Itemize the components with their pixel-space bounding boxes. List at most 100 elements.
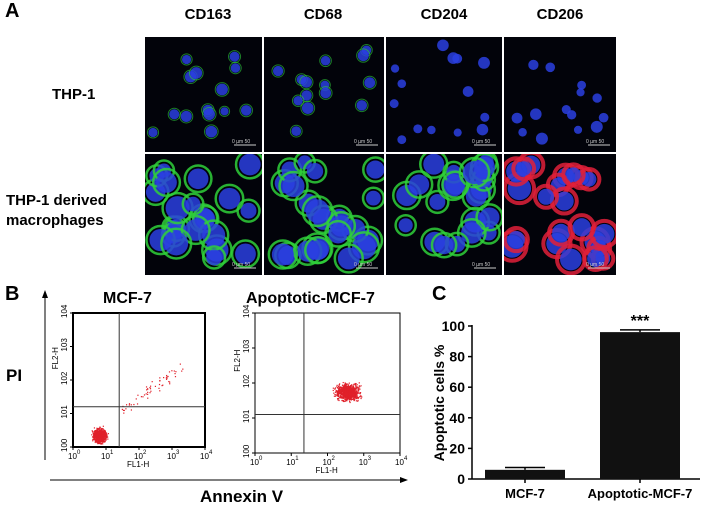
data-point [165,378,168,380]
data-point [104,431,106,433]
data-point [344,393,347,395]
data-point [344,395,347,397]
data-point [350,385,352,388]
data-point [105,439,107,441]
data-point [98,442,101,445]
nucleus [437,39,449,52]
data-point [98,429,100,431]
data-point [94,437,96,439]
data-point [353,383,355,385]
data-point [337,391,339,393]
marker-stain [362,156,384,183]
data-point [348,386,350,388]
y-tick-label: 103 [60,338,69,352]
x-tick-exponent: 4 [209,450,213,456]
data-point [103,437,105,440]
data-point [349,395,351,397]
nucleus [397,135,407,145]
pi-axis-label: PI [6,366,23,385]
nucleus [476,123,489,136]
data-point [334,388,336,390]
data-point [105,438,107,440]
marker-stain [561,162,586,187]
data-point [355,387,358,389]
data-point [167,375,169,378]
data-point [345,384,347,386]
annexin-axis-label: Annexin V [200,487,284,506]
data-point [347,386,349,388]
data-point [355,388,357,390]
y-tick-label: 101 [60,405,69,419]
y-axis-label: FL2-H [51,347,60,369]
data-point [99,427,101,429]
marker-stain [458,156,491,189]
marker-stain [425,189,450,215]
data-point [100,429,102,432]
marker-stain [333,243,364,274]
data-point [344,387,346,389]
nucleus [364,77,376,89]
data-point [349,397,351,399]
data-point [354,388,356,391]
nucleus [389,99,399,109]
marker-stain [202,107,217,122]
y-tick-label: 100 [442,318,466,334]
data-point [94,439,96,441]
x-tick-label: 10 [286,458,295,467]
data-point [102,430,104,432]
data-point [360,385,362,387]
data-point [166,376,168,378]
data-point [102,428,104,431]
data-point [98,442,100,444]
data-point [94,430,96,432]
data-point [92,432,94,434]
x-tick-exponent: 1 [110,450,114,456]
data-point [103,436,106,438]
marker-stain [301,195,334,228]
data-point [101,437,103,439]
data-point [351,393,354,395]
data-point [346,389,349,391]
nucleus [594,223,615,244]
nucleus [320,87,332,99]
data-point [340,386,342,388]
data-point [98,430,100,432]
data-point [357,399,359,402]
marker-stain [160,227,193,260]
row-label: THP-1 [52,86,96,103]
data-point [359,386,361,388]
data-point [338,384,340,386]
data-point [358,382,360,384]
nucleus [202,223,226,247]
data-point [336,392,338,394]
data-point [355,400,357,402]
data-point [149,385,152,387]
y-tick-label: 104 [242,304,251,318]
data-point [335,394,337,396]
data-point [149,392,151,394]
marker-stain [347,231,381,264]
marker-label: CD204 [420,6,468,23]
x-tick-exponent: 3 [176,450,180,456]
nucleus [184,219,207,241]
nucleus [206,249,223,266]
marker-label: CD163 [184,6,232,23]
data-point [339,391,341,393]
nucleus [230,63,241,73]
data-point [103,430,105,432]
data-point [355,392,357,395]
data-point [336,386,338,388]
data-point [342,400,345,402]
data-point [352,389,354,391]
data-point [95,437,97,439]
microscopy-grid: 0 µm 50 0 µm 50 0 µm 50 0 µm 50 0 µm 50 0 µm … [145,37,616,275]
data-point [100,439,102,442]
data-point [97,439,99,441]
data-point [341,393,343,395]
marker-stain [318,86,333,100]
data-point [97,432,99,434]
data-point [94,431,96,434]
data-point [336,393,338,396]
data-point [96,438,98,441]
nucleus [293,96,303,106]
